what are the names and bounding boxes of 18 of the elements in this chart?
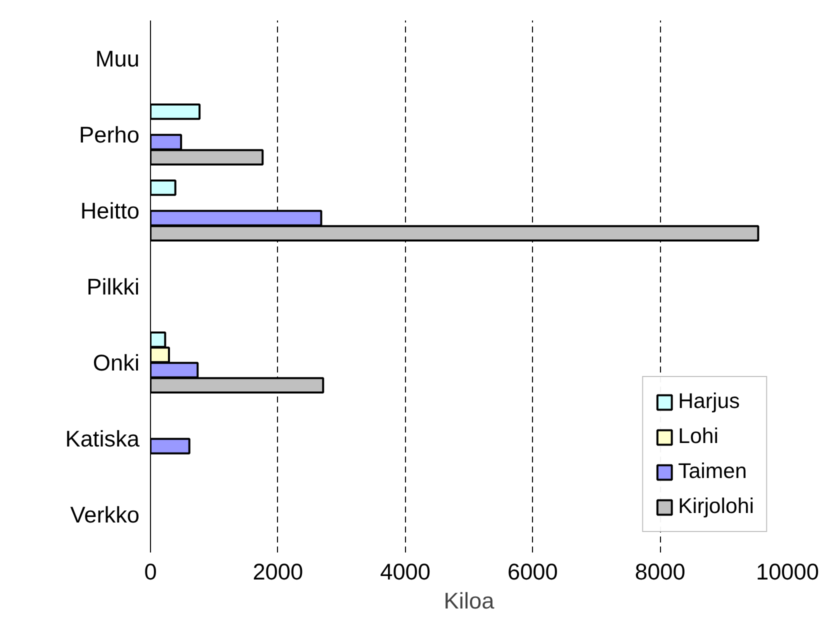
y-tick-label: Verkko — [70, 502, 140, 528]
legend-label: Kirjolohi — [678, 494, 754, 519]
y-tick-label: Katiska — [65, 426, 140, 452]
x-tick-label: 0 — [144, 558, 157, 584]
y-tick-label: Onki — [92, 350, 140, 376]
x-axis-title: Kiloa — [444, 588, 495, 614]
legend-label: Harjus — [678, 389, 740, 414]
y-tick-label: Muu — [95, 46, 140, 72]
y-tick-label: Perho — [79, 122, 140, 148]
y-tick-label: Pilkki — [86, 274, 140, 300]
legend-label: Lohi — [678, 424, 718, 449]
legend-label: Taimen — [678, 459, 747, 484]
y-tick-label: Heitto — [80, 198, 140, 224]
x-tick-label: 8000 — [634, 558, 686, 584]
x-tick-label: 6000 — [508, 558, 558, 584]
x-tick-label: 2000 — [252, 558, 304, 584]
x-tick-label: 4000 — [380, 558, 431, 584]
x-tick-label: 10000 — [756, 558, 820, 584]
